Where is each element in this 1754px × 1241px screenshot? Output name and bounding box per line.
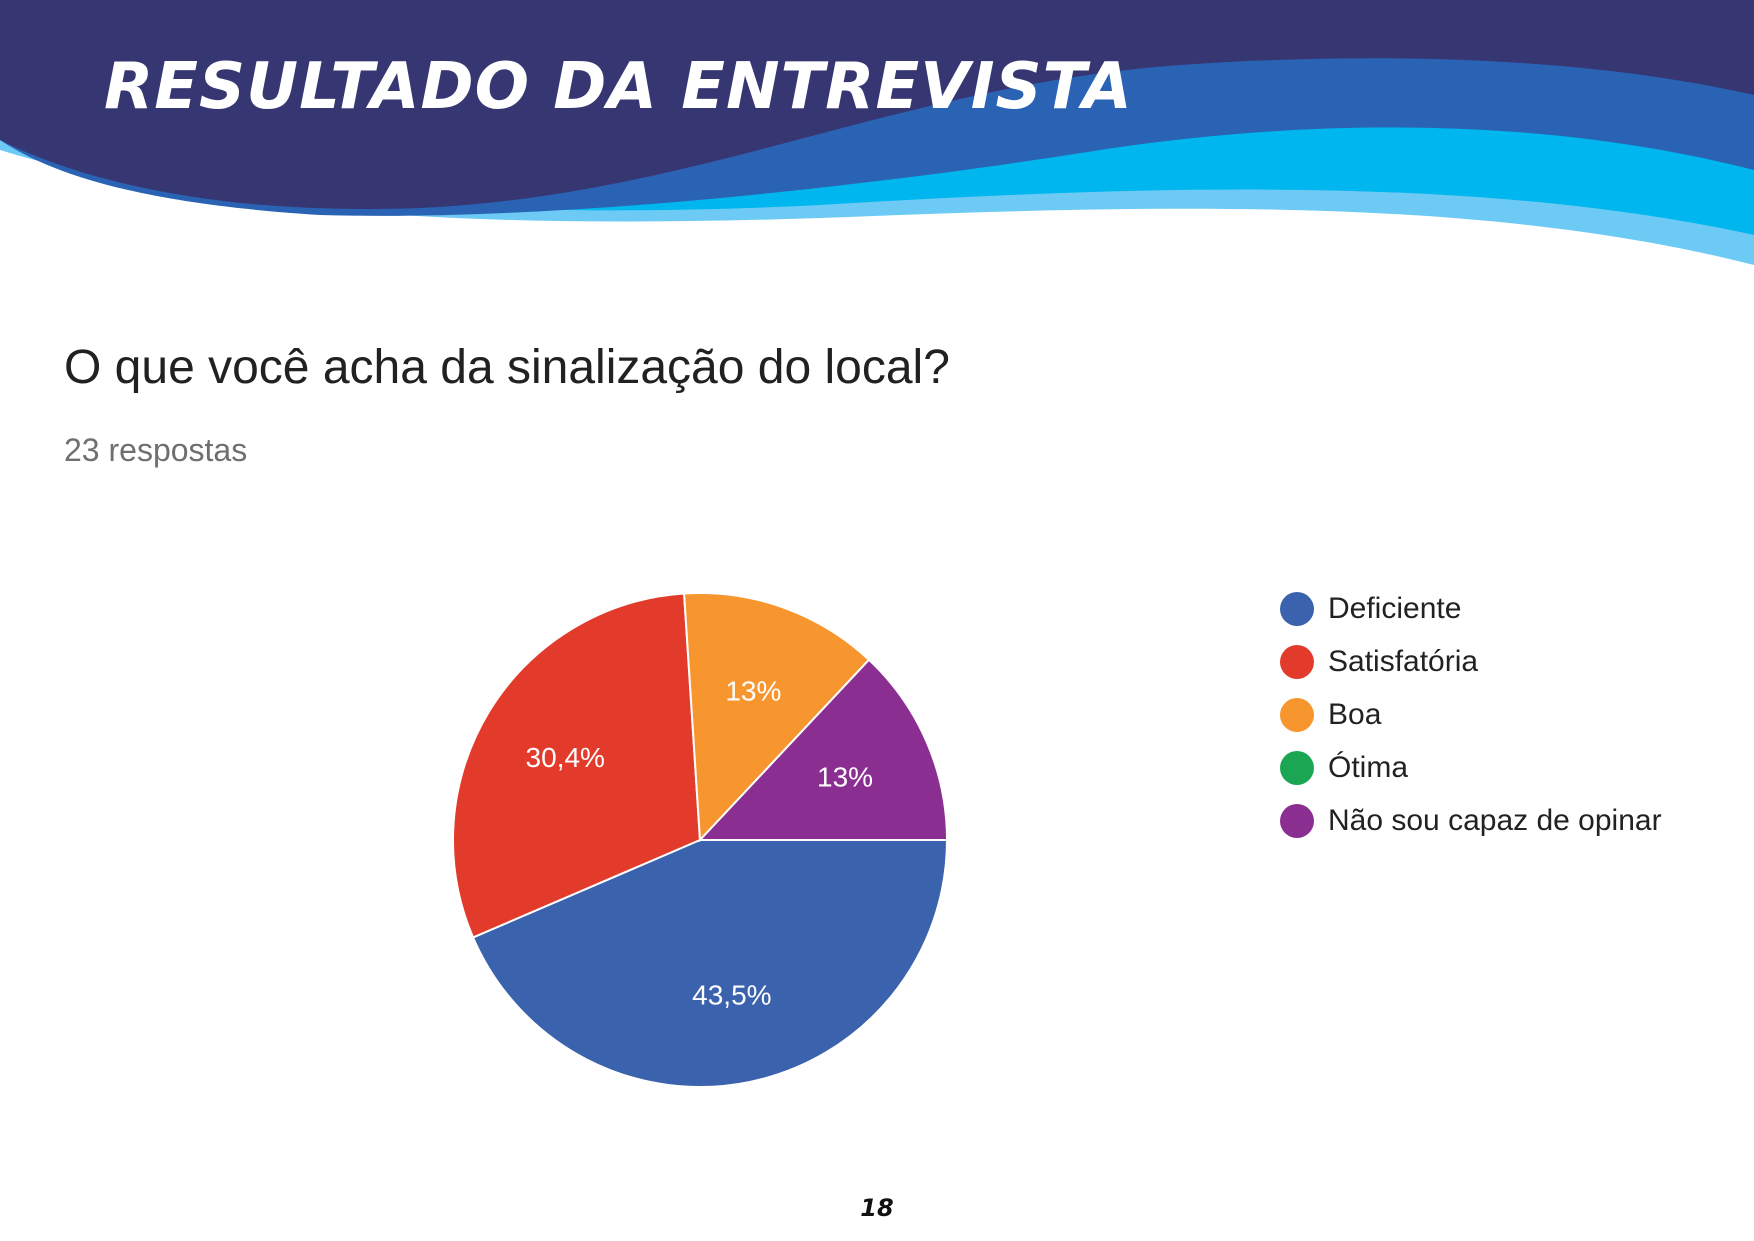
legend-swatch-satisfatoria [1280, 644, 1314, 679]
banner-dark-wave [0, 0, 1754, 210]
pie-label-boa: 13% [725, 676, 781, 707]
pie-label-nao-sou-capaz-de-opinar: 13% [817, 762, 873, 793]
legend-swatch-nao-sou-capaz-de-opinar [1280, 803, 1314, 838]
legend-swatch-otima [1280, 750, 1314, 785]
question-title: O que você acha da sinalização do local? [64, 341, 950, 394]
page-title: RESULTADO DA ENTREVISTA [104, 50, 1133, 124]
response-count: 23 respostas [64, 432, 248, 468]
legend-label-nao-sou-capaz-de-opinar: Não sou capaz de opinar [1328, 803, 1662, 837]
pie-slice-satisfatoria [452, 592, 702, 939]
legend-item-satisfatoria: Satisfatória [1280, 635, 1662, 688]
legend-label-satisfatoria: Satisfatória [1328, 644, 1479, 678]
pie-label-satisfatoria: 30,4% [526, 742, 605, 773]
chart-legend: Deficiente Satisfatória Boa Ótima Não sou ca… [1280, 582, 1662, 847]
legend-item-deficiente: Deficiente [1280, 582, 1662, 635]
header-banner [0, 0, 1754, 265]
legend-item-otima: Ótima [1280, 741, 1662, 794]
legend-label-otima: Ótima [1328, 750, 1409, 784]
legend-label-deficiente: Deficiente [1328, 591, 1462, 625]
pie-slice-nao-sou-capaz-de-opinar [697, 658, 949, 841]
legend-item-boa: Boa [1280, 688, 1662, 741]
pie-chart: 43,5% 30,4% 13% 13% [452, 592, 949, 1088]
pie-label-deficiente: 43,5% [692, 979, 771, 1010]
legend-item-nao-sou-capaz-de-opinar: Não sou capaz de opinar [1280, 794, 1662, 847]
page-number: 18 [860, 1194, 894, 1222]
legend-label-boa: Boa [1328, 697, 1382, 731]
legend-swatch-boa [1280, 697, 1314, 732]
pie-slice-boa [683, 592, 871, 843]
legend-swatch-deficiente [1280, 591, 1314, 626]
pie-slice-deficiente [471, 839, 949, 1088]
